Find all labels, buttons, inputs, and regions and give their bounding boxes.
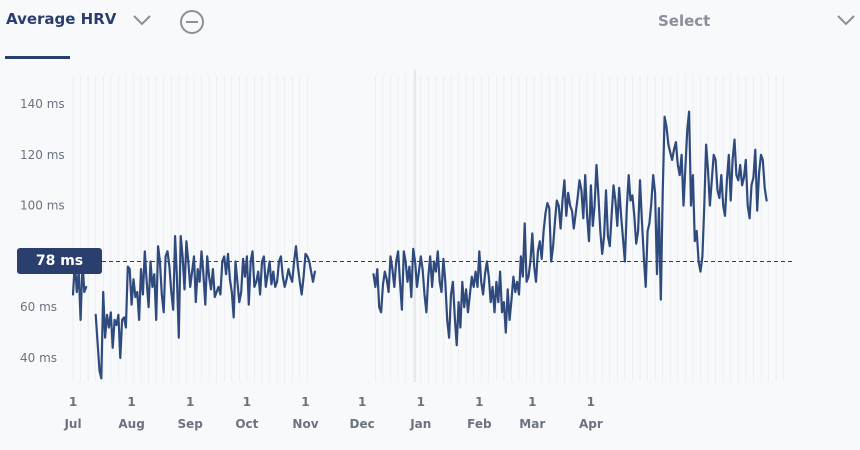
y-tick-label: 40 ms [20,351,57,365]
x-tick-month-label: Mar [519,417,545,431]
x-tick-day-label: 1 [528,395,536,409]
chart-toolbar: Average HRV Select [0,0,860,60]
chevron-down-icon[interactable] [132,14,152,26]
metric-selector-tab[interactable]: Average HRV [6,10,117,28]
x-tick-day-label: 1 [417,395,425,409]
x-tick-month-label: Dec [350,417,375,431]
x-tick-day-label: 1 [127,395,135,409]
chevron-down-icon[interactable] [836,14,856,26]
y-tick-label: 60 ms [20,300,57,314]
y-tick-label: 140 ms [20,97,65,111]
active-tab-indicator [5,56,70,59]
x-tick-day-label: 1 [358,395,366,409]
x-tick-month-label: Feb [467,417,492,431]
x-tick-day-label: 1 [587,395,595,409]
x-tick-month-label: Nov [292,417,318,431]
x-tick-day-label: 1 [69,395,77,409]
x-tick-month-label: Sep [177,417,203,431]
compare-select[interactable]: Select [658,12,711,30]
x-tick-month-label: Oct [235,417,258,431]
y-tick-label: 120 ms [20,148,65,162]
x-tick-day-label: 1 [475,395,483,409]
x-tick-day-label: 1 [301,395,309,409]
x-tick-day-label: 1 [186,395,194,409]
average-value-badge: 78 ms [17,248,102,274]
x-tick-month-label: Aug [118,417,144,431]
x-tick-month-label: Jul [63,417,81,431]
hrv-series-line [94,235,316,380]
remove-circle-icon[interactable] [178,8,206,36]
y-tick-label: 100 ms [20,199,65,213]
x-tick-day-label: 1 [243,395,251,409]
hrv-series-line [372,110,768,347]
x-tick-month-label: Jan [409,417,431,431]
x-tick-month-label: Apr [579,417,603,431]
